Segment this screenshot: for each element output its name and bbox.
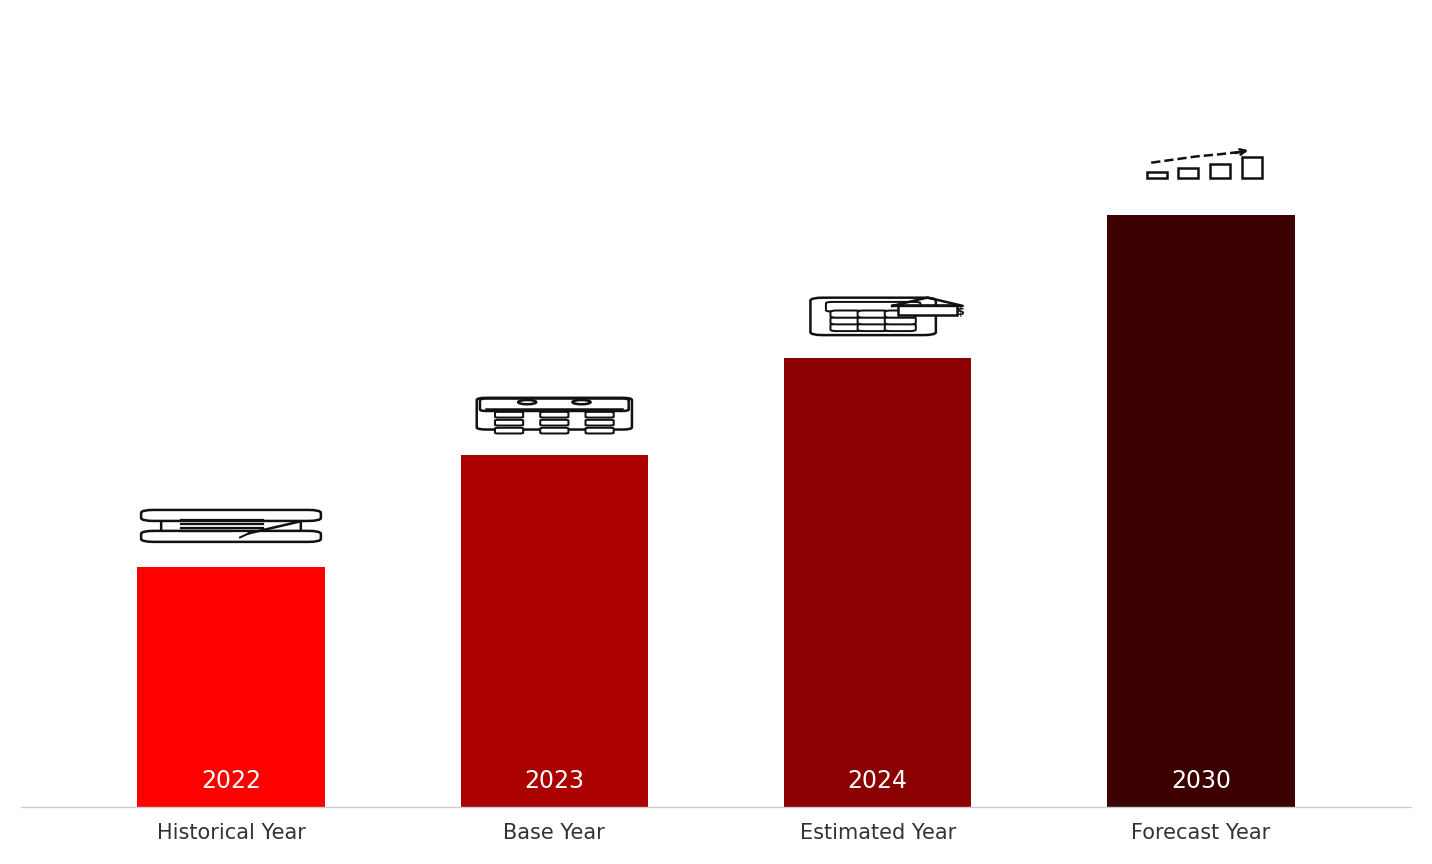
Circle shape [573,400,590,404]
FancyBboxPatch shape [831,324,862,331]
FancyBboxPatch shape [858,310,889,318]
Text: 2023: 2023 [524,769,584,793]
FancyBboxPatch shape [495,428,523,434]
Bar [137,567,325,806]
FancyBboxPatch shape [495,412,523,417]
FancyBboxPatch shape [586,420,614,425]
FancyBboxPatch shape [885,310,916,318]
FancyBboxPatch shape [1210,164,1230,178]
FancyBboxPatch shape [142,530,321,542]
Bar [783,358,971,806]
FancyBboxPatch shape [1242,157,1262,178]
FancyBboxPatch shape [885,324,916,331]
FancyBboxPatch shape [1179,168,1199,178]
FancyBboxPatch shape [1147,172,1167,178]
FancyBboxPatch shape [540,412,569,417]
FancyBboxPatch shape [495,420,523,425]
FancyBboxPatch shape [540,420,569,425]
FancyBboxPatch shape [162,514,301,538]
FancyBboxPatch shape [142,510,321,521]
FancyBboxPatch shape [480,398,629,411]
Text: $: $ [957,307,964,317]
FancyBboxPatch shape [826,302,921,312]
FancyBboxPatch shape [831,310,862,318]
Bar [461,454,649,806]
FancyBboxPatch shape [477,397,632,429]
FancyBboxPatch shape [586,428,614,434]
FancyBboxPatch shape [540,428,569,434]
FancyBboxPatch shape [858,317,889,324]
FancyBboxPatch shape [831,317,862,324]
Circle shape [518,400,536,404]
Bar [1107,215,1295,806]
FancyBboxPatch shape [858,324,889,331]
Text: 2024: 2024 [848,769,908,793]
FancyBboxPatch shape [885,317,916,324]
FancyBboxPatch shape [898,305,957,314]
FancyBboxPatch shape [586,412,614,417]
FancyBboxPatch shape [811,298,937,335]
Text: 2022: 2022 [200,769,261,793]
Text: 2030: 2030 [1171,769,1232,793]
